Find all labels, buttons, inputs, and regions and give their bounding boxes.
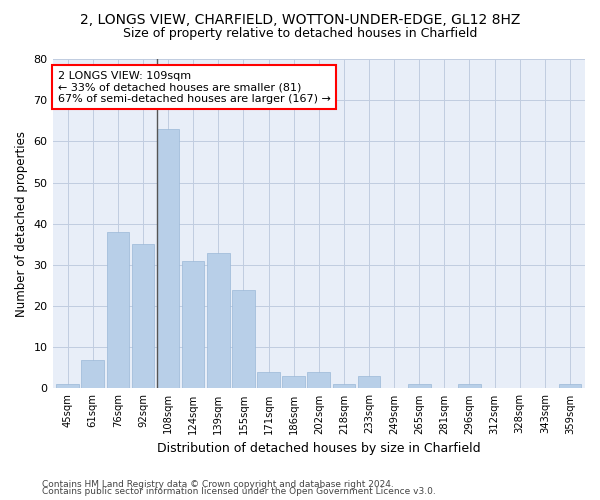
- X-axis label: Distribution of detached houses by size in Charfield: Distribution of detached houses by size …: [157, 442, 481, 455]
- Bar: [232, 290, 255, 388]
- Bar: [56, 384, 79, 388]
- Bar: [307, 372, 330, 388]
- Bar: [107, 232, 129, 388]
- Bar: [82, 360, 104, 388]
- Text: 2, LONGS VIEW, CHARFIELD, WOTTON-UNDER-EDGE, GL12 8HZ: 2, LONGS VIEW, CHARFIELD, WOTTON-UNDER-E…: [80, 12, 520, 26]
- Text: Contains HM Land Registry data © Crown copyright and database right 2024.: Contains HM Land Registry data © Crown c…: [42, 480, 394, 489]
- Bar: [157, 129, 179, 388]
- Bar: [458, 384, 481, 388]
- Bar: [408, 384, 431, 388]
- Bar: [131, 244, 154, 388]
- Bar: [559, 384, 581, 388]
- Bar: [207, 252, 230, 388]
- Bar: [332, 384, 355, 388]
- Y-axis label: Number of detached properties: Number of detached properties: [15, 130, 28, 316]
- Text: Contains public sector information licensed under the Open Government Licence v3: Contains public sector information licen…: [42, 488, 436, 496]
- Bar: [182, 261, 205, 388]
- Bar: [358, 376, 380, 388]
- Bar: [283, 376, 305, 388]
- Text: Size of property relative to detached houses in Charfield: Size of property relative to detached ho…: [123, 28, 477, 40]
- Text: 2 LONGS VIEW: 109sqm
← 33% of detached houses are smaller (81)
67% of semi-detac: 2 LONGS VIEW: 109sqm ← 33% of detached h…: [58, 70, 331, 104]
- Bar: [257, 372, 280, 388]
